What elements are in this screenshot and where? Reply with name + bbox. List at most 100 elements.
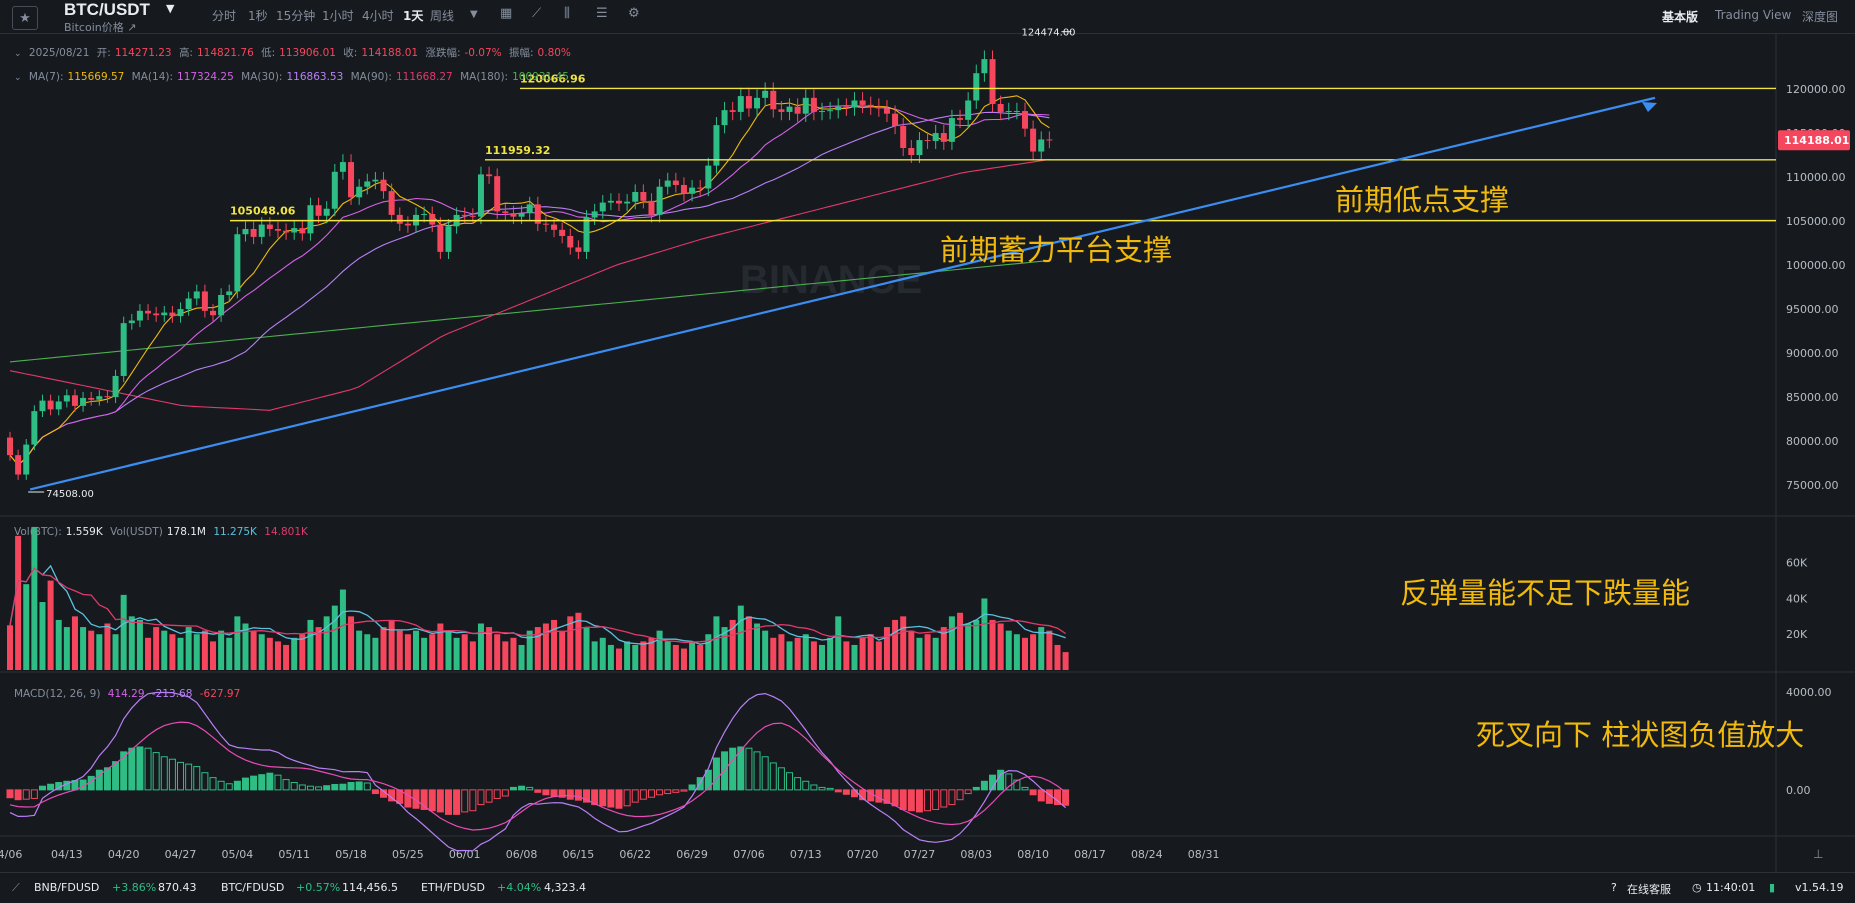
tab-timeframe-fenshi[interactable]: 分时	[212, 9, 237, 23]
volume-bar	[973, 619, 980, 670]
macd-histogram-bar	[1013, 779, 1021, 791]
macd-histogram-bar	[185, 763, 193, 791]
volume-bar	[477, 623, 484, 670]
volume-tick-label: 20K	[1786, 628, 1808, 641]
volume-bar	[23, 584, 30, 670]
candle-body	[932, 133, 939, 141]
ohlc-date: 2025/08/21	[28, 47, 90, 59]
help-icon[interactable]: ?	[1611, 881, 1617, 894]
volume-bar	[250, 630, 257, 670]
candle-body	[258, 224, 265, 237]
macd-histogram-bar	[899, 789, 907, 810]
volume-bar	[924, 634, 931, 670]
volume-bar	[1062, 652, 1069, 670]
volume-bar	[356, 630, 363, 670]
macd-histogram-bar	[266, 772, 274, 791]
volume-bar	[640, 641, 647, 670]
volume-bar	[713, 616, 720, 670]
macd-histogram-bar	[250, 775, 258, 791]
macd-histogram-bar	[282, 779, 290, 791]
volume-bar	[71, 616, 78, 670]
volume-bar	[145, 637, 152, 670]
tab-tradingview[interactable]: Trading View	[1715, 8, 1792, 22]
volume-info: Vol(BTC): 1.559K Vol(USDT) 178.1M 11.275K …	[14, 526, 308, 538]
tab-timeframe-15m[interactable]: 15分钟	[276, 9, 316, 23]
volume-bar	[266, 637, 273, 670]
macd-histogram-bar	[786, 772, 794, 791]
candle-body	[136, 310, 143, 321]
support-level-label: 120066.96	[520, 72, 586, 85]
macd-histogram-bar	[412, 789, 420, 809]
candle-body	[39, 400, 46, 412]
tab-basic[interactable]: 基本版	[1662, 10, 1699, 24]
server-time: 11:40:01	[1706, 881, 1756, 894]
tab-timeframe-week[interactable]: 周线	[430, 9, 455, 23]
macd-histogram-bar	[924, 789, 932, 812]
ma180-value: 100931.45	[512, 71, 569, 83]
candle-body	[104, 396, 111, 398]
candle-body	[315, 205, 322, 216]
tab-timeframe-1s[interactable]: 1秒	[248, 9, 268, 23]
symbol-subtitle[interactable]: Bitcoin价格 ↗	[64, 21, 137, 34]
volume-bar	[843, 641, 850, 670]
macd-histogram-bar	[469, 789, 477, 812]
macd-histogram-bar	[972, 786, 980, 791]
tab-timeframe-4h[interactable]: 4小时	[362, 9, 394, 23]
ma180-line	[9, 259, 1050, 363]
candle-body	[250, 228, 257, 237]
ticker-btc-change: +0.57%	[296, 881, 341, 894]
candle-body	[461, 214, 468, 216]
clock-icon: ◷	[1692, 881, 1702, 894]
date-tick-label: 4/06	[0, 848, 22, 861]
volume-bar	[648, 637, 655, 670]
volume-bar	[494, 634, 501, 670]
volume-bar	[827, 637, 834, 670]
ticker-btc-symbol[interactable]: BTC/FDUSD	[221, 881, 285, 894]
volume-bar	[331, 605, 338, 670]
favorite-star-icon[interactable]: ★	[12, 6, 38, 30]
tab-timeframe-1d[interactable]: 1天	[403, 9, 424, 23]
volume-bar	[242, 623, 249, 670]
macd-histogram-bar	[30, 789, 38, 799]
indicator-icon[interactable]: ☰	[596, 6, 608, 21]
vol-ma2-value: 14.801K	[264, 526, 308, 538]
candle-body	[364, 181, 371, 187]
candle-body	[145, 310, 152, 314]
macd-histogram-bar	[647, 789, 655, 798]
vol-btc-value: 1.559K	[65, 526, 103, 538]
chevron-down-icon[interactable]: ▼	[166, 2, 175, 15]
candle-type-icon[interactable]: ⫼	[564, 6, 570, 21]
candle-body	[981, 59, 988, 74]
candle-body	[883, 108, 890, 114]
gear-icon[interactable]: ⚙	[628, 6, 640, 21]
candle-body	[331, 171, 338, 209]
candle-body	[339, 162, 346, 172]
tab-depth[interactable]: 深度图	[1802, 10, 1839, 24]
current-price-label: 114188.01	[1784, 134, 1849, 147]
ohlc-close: 114188.01	[361, 47, 419, 59]
chevron-down-icon[interactable]: ⌄	[14, 73, 22, 83]
volume-bar	[104, 623, 111, 670]
ticker-eth-symbol[interactable]: ETH/FDUSD	[421, 881, 485, 894]
candle-body	[388, 191, 395, 215]
ticker-bnb-symbol[interactable]: BNB/FDUSD	[34, 881, 100, 894]
chevron-down-icon[interactable]: ▼	[470, 9, 478, 20]
macd-histogram-bar	[964, 789, 972, 795]
price-tick-label: 100000.00	[1786, 259, 1846, 272]
ma-info: ⌄ MA(7): 115669.57 MA(14): 117324.25 MA(30…	[14, 71, 569, 83]
candle-body	[234, 234, 241, 292]
tab-timeframe-1h[interactable]: 1小时	[322, 9, 354, 23]
chevron-down-icon[interactable]: ⌄	[14, 49, 22, 59]
candle-body	[1005, 111, 1012, 113]
symbol-title[interactable]: BTC/USDT	[64, 0, 150, 19]
macd-histogram-bar	[980, 780, 988, 791]
candle-body	[120, 323, 127, 376]
volume-bar	[932, 637, 939, 670]
candle-body	[908, 148, 915, 156]
candle-body	[274, 228, 281, 231]
online-support-link[interactable]: 在线客服	[1627, 883, 1671, 896]
volume-bar	[486, 627, 493, 670]
calendar-icon[interactable]: ▦	[500, 6, 513, 21]
draw-tool-icon[interactable]: ⟋	[532, 6, 542, 21]
